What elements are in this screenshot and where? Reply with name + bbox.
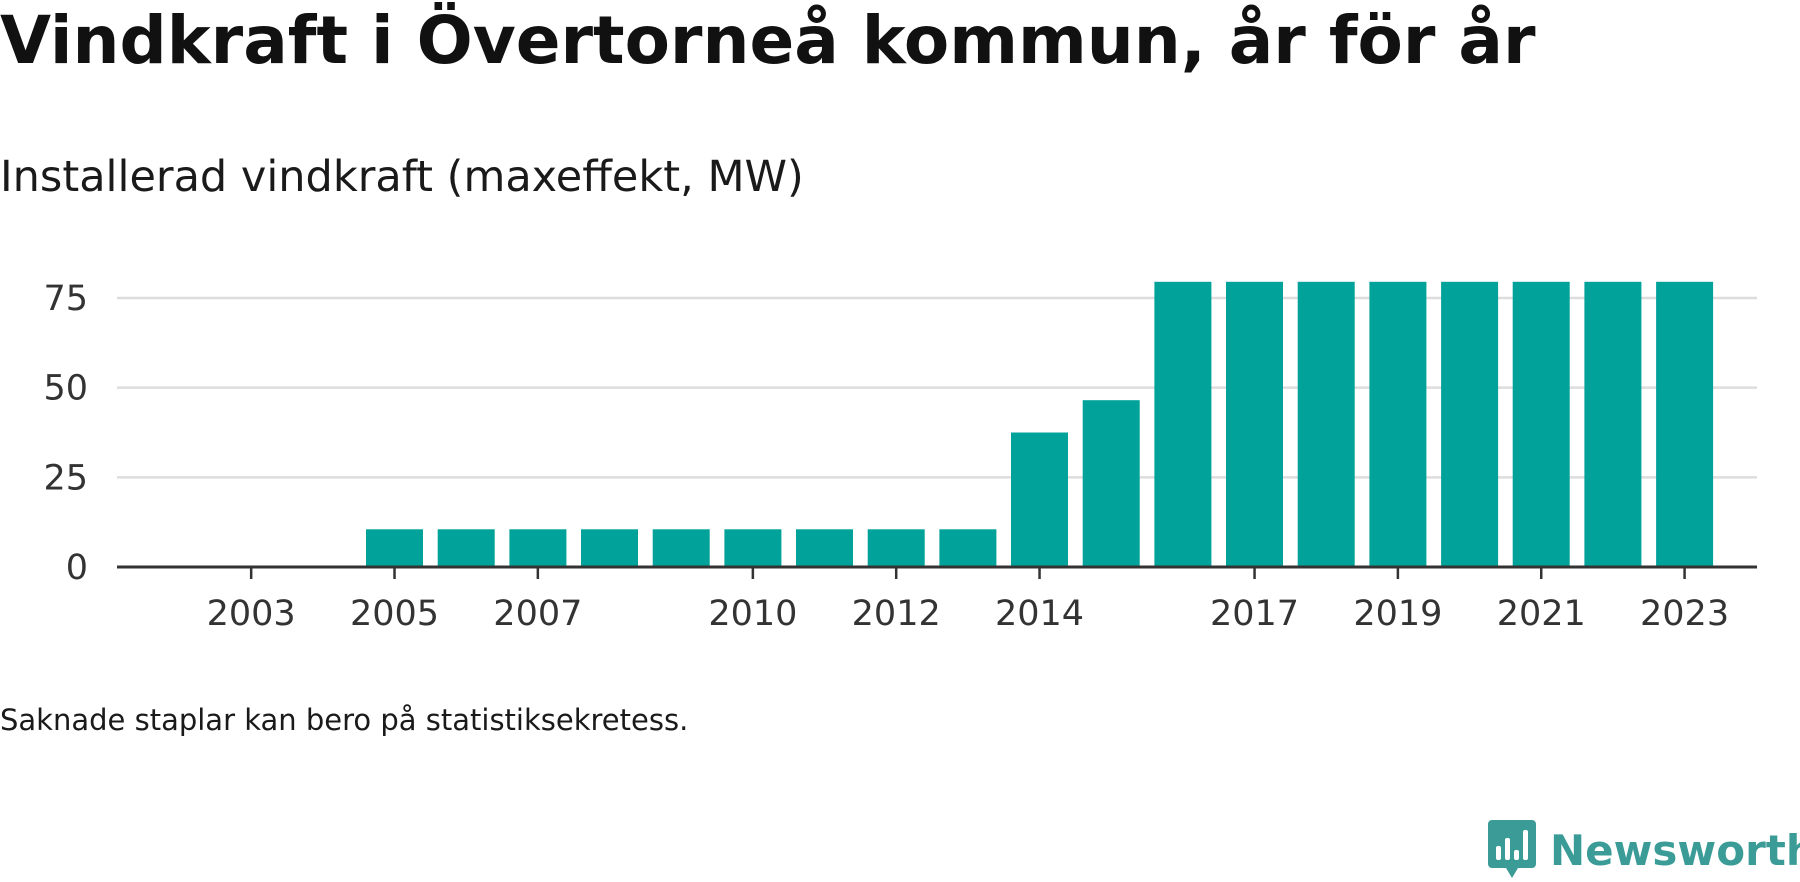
bar-2008 (581, 529, 638, 567)
bars (366, 281, 1714, 567)
bar-2011 (796, 529, 853, 567)
bar-2015 (1082, 400, 1140, 567)
chart-title: Vindkraft i Övertorneå kommun, år för år (0, 2, 1536, 79)
x-tick-label: 2023 (1640, 594, 1729, 634)
y-tick-label: 25 (43, 458, 88, 498)
y-tick-label: 75 (43, 279, 88, 319)
chart-subtitle: Installerad vindkraft (maxeffekt, MW) (0, 152, 804, 202)
bar-2018 (1297, 281, 1355, 567)
bar-2014 (1011, 432, 1068, 567)
x-axis-ticks: 2003 2005 2007 2010 2012 2014 2017 2019 2021 2023 (207, 567, 1729, 634)
x-tick-label: 2007 (493, 594, 582, 634)
bar-chart: 2003 2005 2007 2010 2012 2014 2017 2019 2021 2023… (43, 279, 1757, 634)
bar-2007 (509, 529, 567, 567)
footnote: Saknade staplar kan bero på statistiksek… (0, 703, 689, 737)
y-tick-label: 50 (43, 369, 88, 409)
bar-2012 (867, 529, 925, 567)
bar-2020 (1441, 281, 1499, 567)
x-tick-label: 2019 (1353, 594, 1442, 634)
newsworthy-logo-icon (1488, 820, 1536, 878)
bar-2022 (1584, 281, 1642, 567)
bar-2019 (1369, 281, 1427, 567)
gridlines (117, 296, 1757, 479)
x-tick-label: 2010 (708, 594, 797, 634)
y-tick-label: 0 (66, 548, 88, 588)
x-tick-label: 2021 (1497, 594, 1586, 634)
bar-2009 (652, 529, 710, 567)
brand-name: Newsworthy (1550, 825, 1800, 875)
x-tick-label: 2014 (995, 594, 1084, 634)
x-tick-label: 2003 (207, 594, 296, 634)
x-tick-label: 2017 (1210, 594, 1299, 634)
bar-2021 (1512, 281, 1570, 567)
bar-2017 (1226, 281, 1283, 567)
bar-2010 (724, 529, 782, 567)
bar-2023 (1656, 281, 1714, 567)
y-axis-ticks: 0 25 50 75 (43, 279, 88, 588)
bar-2013 (939, 529, 997, 567)
x-tick-label: 2005 (350, 594, 439, 634)
bar-2006 (437, 529, 495, 567)
bar-2005 (366, 529, 423, 567)
x-tick-label: 2012 (852, 594, 941, 634)
bar-2016 (1154, 281, 1212, 567)
brand-logo: Newsworthy (1488, 818, 1800, 882)
